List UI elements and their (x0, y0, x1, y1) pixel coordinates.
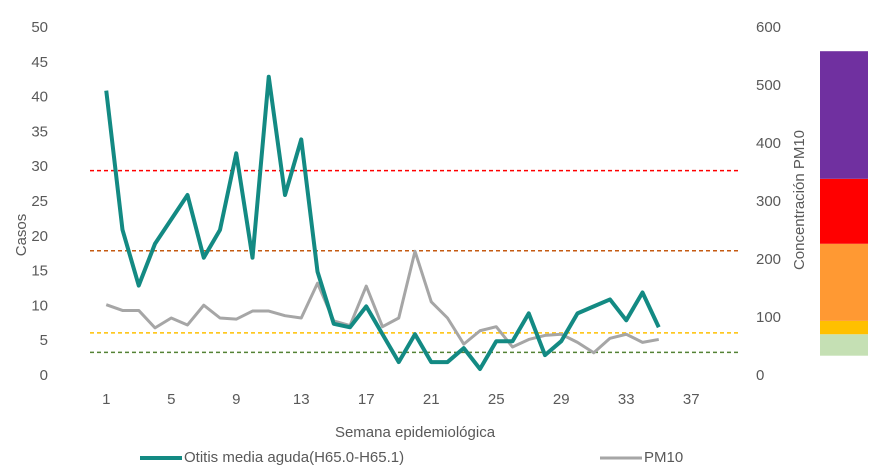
pm10-band (820, 243, 868, 321)
y2-tick-label: 300 (756, 193, 781, 210)
y2-tick-label: 0 (756, 367, 764, 384)
y2-tick-label: 100 (756, 309, 781, 326)
y2-tick-label: 200 (756, 251, 781, 268)
y-tick-label: 15 (31, 263, 48, 280)
y-axis-label: Casos (13, 214, 30, 257)
legend-label: PM10 (644, 449, 683, 466)
y-tick-label: 20 (31, 228, 48, 245)
x-axis-label: Semana epidemiológica (335, 424, 496, 441)
y-tick-label: 0 (40, 367, 48, 384)
pm10-band (820, 334, 868, 356)
x-tick-label: 13 (293, 391, 310, 408)
x-tick-label: 9 (232, 391, 240, 408)
y-tick-label: 50 (31, 19, 48, 36)
legend-label: Otitis media aguda(H65.0-H65.1) (184, 449, 404, 466)
line-series (104, 74, 661, 372)
pm10-band (820, 320, 868, 335)
y2-tick-label: 600 (756, 19, 781, 36)
y-tick-label: 35 (31, 123, 48, 140)
x-tick-label: 17 (358, 391, 375, 408)
pm10-band (820, 178, 868, 244)
y-tick-label: 10 (31, 297, 48, 314)
y-tick-label: 5 (40, 332, 48, 349)
x-tick-label: 33 (618, 391, 635, 408)
x-tick-label: 29 (553, 391, 570, 408)
y-tick-label: 25 (31, 193, 48, 210)
x-tick-label: 25 (488, 391, 505, 408)
y2-tick-label: 400 (756, 135, 781, 152)
y-tick-label: 30 (31, 158, 48, 175)
x-tick-label: 21 (423, 391, 440, 408)
x-tick-label: 1 (102, 391, 110, 408)
line-series (105, 249, 660, 355)
y-tick-label: 45 (31, 54, 48, 71)
y-tick-label: 40 (31, 89, 48, 106)
x-tick-label: 37 (683, 391, 700, 408)
x-tick-label: 5 (167, 391, 175, 408)
y2-tick-label: 500 (756, 77, 781, 94)
y2-axis-label: Concentración PM10 (791, 130, 808, 270)
pm10-band (820, 51, 868, 179)
